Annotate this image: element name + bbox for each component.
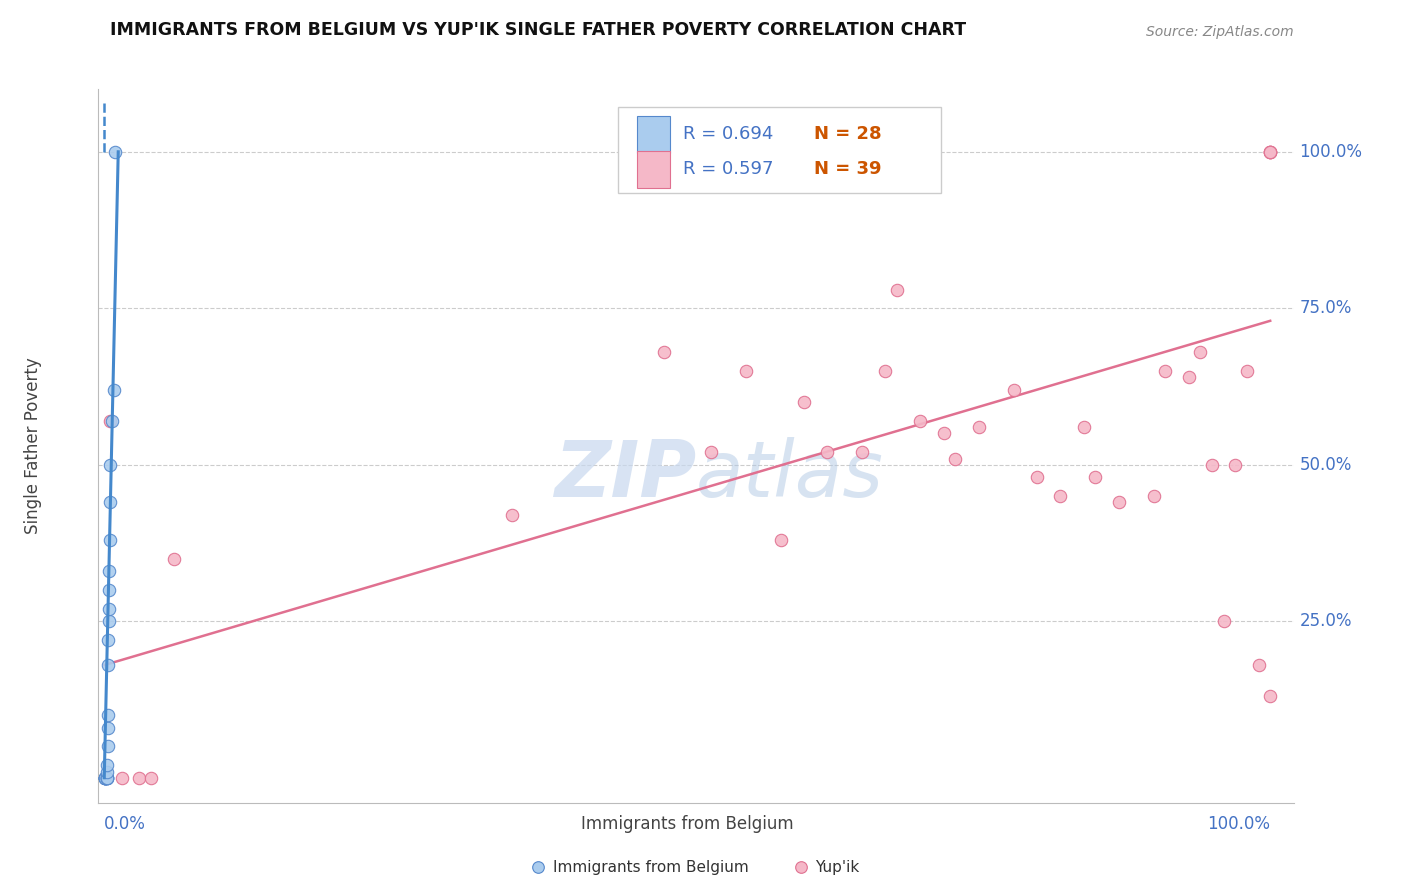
Point [1258, 145, 1281, 159]
FancyBboxPatch shape [637, 116, 669, 153]
Point [1026, 470, 1049, 484]
FancyBboxPatch shape [619, 107, 941, 193]
Point [94, 771, 117, 785]
Text: Immigrants from Belgium: Immigrants from Belgium [581, 815, 793, 833]
Text: Yup'ik: Yup'ik [815, 860, 859, 874]
Point [97, 582, 120, 597]
Point [1247, 658, 1270, 673]
Point [96, 771, 118, 785]
Text: 100.0%: 100.0% [1208, 815, 1270, 833]
Point [97, 739, 120, 754]
Text: Source: ZipAtlas.com: Source: ZipAtlas.com [1146, 25, 1294, 39]
Point [734, 364, 756, 378]
Text: 50.0%: 50.0% [1299, 456, 1351, 474]
Text: 75.0%: 75.0% [1299, 300, 1351, 318]
Point [97, 708, 120, 723]
Point [1201, 458, 1223, 472]
Point [793, 395, 815, 409]
Point [1258, 145, 1281, 159]
Point [699, 445, 721, 459]
Point [97, 658, 120, 673]
Point [1154, 364, 1177, 378]
Point [1049, 489, 1071, 503]
Point [96, 764, 118, 779]
Text: atlas: atlas [696, 436, 884, 513]
Point [1189, 345, 1212, 359]
Text: N = 28: N = 28 [814, 125, 882, 143]
Point [98, 458, 121, 472]
Point [98, 495, 121, 509]
Point [945, 451, 967, 466]
Point [1258, 690, 1281, 704]
Point [97, 633, 120, 648]
Text: R = 0.597: R = 0.597 [683, 161, 773, 178]
Point [111, 771, 134, 785]
Point [94, 771, 117, 785]
Point [94, 771, 117, 785]
Point [128, 771, 150, 785]
Text: Single Father Poverty: Single Father Poverty [24, 358, 42, 534]
Point [1177, 370, 1199, 384]
Text: N = 39: N = 39 [814, 161, 882, 178]
Point [779, 827, 801, 841]
Point [163, 551, 186, 566]
Point [96, 758, 118, 772]
Text: R = 0.694: R = 0.694 [683, 125, 773, 143]
Point [769, 533, 792, 547]
Point [96, 771, 118, 785]
Point [1258, 145, 1281, 159]
Point [103, 383, 125, 397]
Point [97, 614, 120, 628]
Point [94, 771, 117, 785]
Point [139, 771, 162, 785]
Point [886, 283, 908, 297]
Point [1073, 420, 1095, 434]
Point [94, 771, 117, 785]
Point [967, 420, 990, 434]
Point [96, 771, 118, 785]
Point [98, 533, 121, 547]
Text: IMMIGRANTS FROM BELGIUM VS YUP'IK SINGLE FATHER POVERTY CORRELATION CHART: IMMIGRANTS FROM BELGIUM VS YUP'IK SINGLE… [111, 21, 966, 39]
Text: ZIP: ZIP [554, 436, 696, 513]
Point [522, 827, 544, 841]
Point [1258, 145, 1281, 159]
Point [501, 508, 523, 522]
Point [1084, 470, 1107, 484]
Point [910, 414, 932, 428]
Point [98, 414, 121, 428]
Point [851, 445, 873, 459]
Text: 25.0%: 25.0% [1299, 612, 1351, 631]
Point [94, 771, 117, 785]
Point [1002, 383, 1025, 397]
Point [1142, 489, 1164, 503]
Point [932, 426, 955, 441]
Text: 100.0%: 100.0% [1299, 143, 1362, 161]
Point [1225, 458, 1247, 472]
Point [104, 145, 127, 159]
Point [1212, 614, 1234, 628]
Point [97, 721, 120, 735]
Point [97, 601, 120, 615]
Point [1108, 495, 1130, 509]
Point [101, 414, 124, 428]
FancyBboxPatch shape [637, 151, 669, 188]
Text: Immigrants from Belgium: Immigrants from Belgium [553, 860, 748, 874]
Point [815, 445, 838, 459]
Point [96, 771, 118, 785]
Text: 0.0%: 0.0% [104, 815, 146, 833]
Point [875, 364, 897, 378]
Point [1236, 364, 1258, 378]
Point [652, 345, 675, 359]
Point [97, 564, 120, 578]
Point [94, 771, 117, 785]
